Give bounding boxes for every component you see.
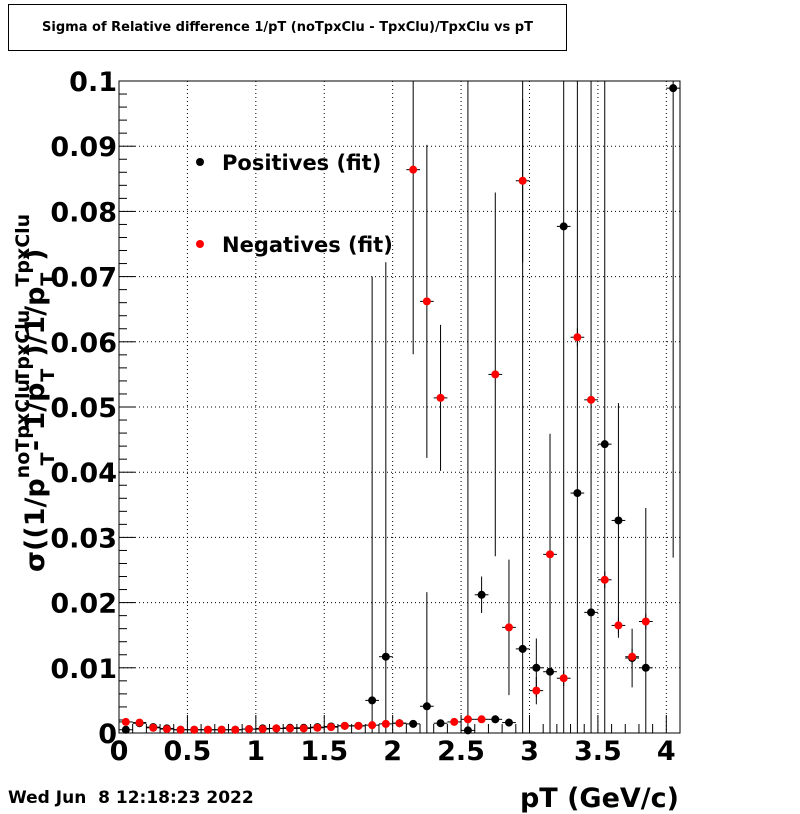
negatives-point (587, 395, 596, 404)
negatives-point (354, 721, 363, 730)
negatives-point (176, 725, 185, 734)
positives-point (463, 726, 472, 735)
positives-point (491, 715, 500, 724)
negatives-point (559, 674, 568, 683)
timestamp-footer: Wed Jun 8 12:18:23 2022 (8, 788, 254, 808)
negatives-point (313, 723, 322, 732)
positives-point (559, 222, 568, 231)
y-tick-label: 0.07 (50, 263, 117, 294)
positives-point (381, 652, 390, 661)
negatives-point (368, 721, 377, 730)
positives-point (600, 440, 609, 449)
negatives-point (532, 686, 541, 695)
negatives-point (203, 725, 212, 734)
negatives-point (614, 621, 623, 630)
y-tick-label: 0 (98, 719, 117, 750)
negatives-point (327, 723, 336, 732)
positives-point (518, 644, 527, 653)
x-tick-label: 3.5 (574, 736, 622, 767)
negatives-point (381, 719, 390, 728)
positives-point (587, 608, 596, 617)
negatives-point (217, 725, 226, 734)
positives-point (504, 718, 513, 727)
negatives-point (546, 550, 555, 559)
negatives-point (518, 176, 527, 185)
x-tick-label: 2 (383, 736, 402, 767)
negatives-point (135, 718, 144, 727)
x-axis-title: pT (GeV/c) (520, 783, 679, 814)
negatives-point (286, 724, 295, 733)
positives-point (121, 725, 130, 734)
x-tick-label: 2.5 (437, 736, 485, 767)
positives-point (669, 84, 678, 93)
y-tick-label: 0.04 (50, 458, 117, 489)
negatives-point (190, 725, 199, 734)
positives-point (422, 702, 431, 711)
negatives-point (409, 165, 418, 174)
negatives-point (573, 333, 582, 342)
negatives-point (641, 617, 650, 626)
y-tick-label: 0.02 (50, 589, 117, 620)
y-tick-label: 0.1 (69, 67, 117, 98)
negatives-point (477, 715, 486, 724)
x-tick-label: 3 (520, 736, 539, 767)
negatives-point (504, 623, 513, 632)
positives-point (641, 663, 650, 672)
negatives-point (149, 723, 158, 732)
negatives-point (491, 370, 500, 379)
positives-point (532, 663, 541, 672)
chart-title: Sigma of Relative difference 1/pT (noTpx… (8, 4, 567, 51)
x-tick-label: 4 (657, 736, 676, 767)
x-tick-label: 0 (110, 736, 129, 767)
positives-point (546, 667, 555, 676)
legend: Positives (fit) Negatives (fit) (196, 151, 393, 257)
tick-layer: 0 0.5 1 1.5 2 2.5 3 3.5 4 0 0.01 0.02 0.03 0.04 0.05 0.… (50, 67, 675, 767)
negatives-point (244, 725, 253, 734)
negatives-point (340, 721, 349, 730)
legend-marker (196, 240, 204, 248)
legend-label: Negatives (fit) (222, 233, 393, 257)
negatives-point (436, 393, 445, 402)
y-tick-label: 0.09 (50, 132, 117, 163)
positives-point (573, 489, 582, 498)
negatives-point (600, 575, 609, 584)
negatives-point (231, 725, 240, 734)
grid-layer (119, 81, 680, 733)
error-bar-layer (119, 81, 680, 733)
x-tick-label: 1.5 (300, 736, 348, 767)
y-tick-label: 0.08 (50, 197, 117, 228)
y-tick-label: 0.05 (50, 393, 117, 424)
positives-point (409, 719, 418, 728)
negatives-point (628, 652, 637, 661)
x-tick-label: 0.5 (163, 736, 211, 767)
legend-marker (196, 158, 204, 166)
negatives-point (422, 297, 431, 306)
negatives-point (463, 715, 472, 724)
positives-point (614, 516, 623, 525)
x-tick-label: 1 (246, 736, 265, 767)
negatives-point (162, 725, 171, 734)
positives-point (368, 696, 377, 705)
negatives-point (450, 717, 459, 726)
negatives-point (395, 719, 404, 728)
legend-label: Positives (fit) (222, 151, 381, 175)
negatives-point (299, 724, 308, 733)
positives-point (436, 719, 445, 728)
y-tick-label: 0.01 (50, 654, 117, 685)
marker-layer (121, 84, 678, 735)
positives-point (477, 590, 486, 599)
y-tick-label: 0.03 (50, 523, 117, 554)
negatives-point (272, 724, 281, 733)
negatives-point (121, 717, 130, 726)
negatives-point (258, 725, 267, 734)
y-tick-label: 0.06 (50, 328, 117, 359)
